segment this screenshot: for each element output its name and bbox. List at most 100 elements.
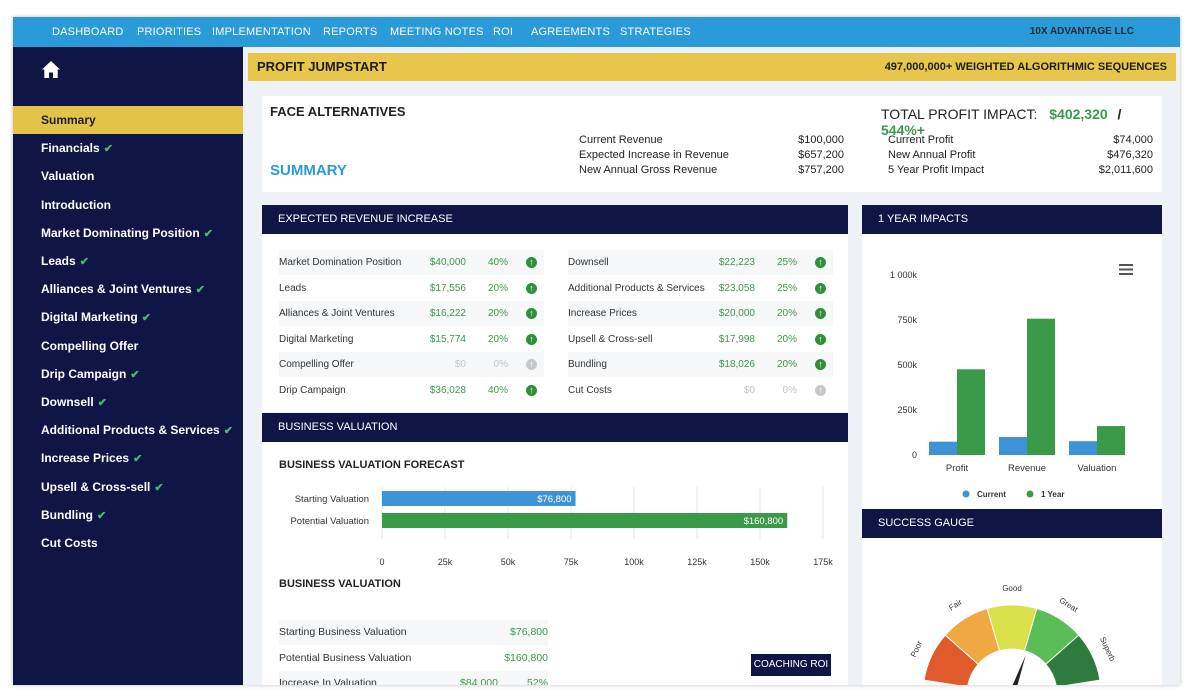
arrow-up-icon[interactable]: ↑ (815, 257, 826, 268)
legend-label: Current (977, 490, 1006, 499)
sidebar-item-label: Valuation (41, 169, 95, 184)
nav-roi[interactable]: ROI (493, 26, 514, 38)
sidebar-item-label: Compelling Offer (41, 338, 139, 353)
app-frame: DASHBOARD PRIORITIES IMPLEMENTATION REPO… (13, 17, 1180, 685)
strategy-label: Digital Marketing (279, 333, 354, 345)
strategy-value: $15,774 (429, 333, 466, 345)
strategy-percent: 0% (782, 385, 797, 396)
strategy-value: $17,556 (429, 282, 466, 294)
nav-priorities[interactable]: PRIORITIES (137, 26, 202, 38)
revenue-summary-label: New Annual Gross Revenue (579, 164, 718, 176)
sidebar-item[interactable]: Summary (13, 106, 243, 134)
valuation-row-value: $160,800 (504, 651, 548, 664)
sidebar-item-label: Market Dominating Position (41, 225, 200, 240)
gauge-label: Good (1002, 584, 1022, 593)
strategy-value: $40,000 (429, 257, 466, 268)
strategy-percent: 40% (487, 385, 508, 396)
home-icon[interactable] (41, 60, 61, 80)
forecast-bar-label: $160,800 (744, 516, 784, 527)
nav-meeting-notes[interactable]: MEETING NOTES (390, 26, 484, 38)
forecast-x-tick: 175k (813, 557, 833, 567)
expected-revenue-row: Digital Marketing $15,774 20% ↑ (279, 327, 544, 352)
sidebar-item[interactable]: Additional Products & Services ✔ (13, 416, 243, 444)
company-name: 10X ADVANTAGE LLC (1029, 26, 1134, 37)
strategy-value: $16,222 (429, 308, 466, 320)
gauge-label: Poor (909, 639, 924, 658)
strategy-value: $36,028 (429, 385, 466, 396)
sidebar-item[interactable]: Valuation (13, 162, 243, 190)
sidebar-item-label: Alliances & Joint Ventures (41, 282, 192, 297)
sidebar-item[interactable]: Bundling ✔ (13, 501, 243, 529)
sidebar-item[interactable]: Increase Prices ✔ (13, 444, 243, 472)
sidebar-item[interactable]: Leads ✔ (13, 247, 243, 275)
strategy-percent: 20% (776, 308, 797, 320)
sidebar-item[interactable]: Drip Campaign ✔ (13, 360, 243, 388)
check-icon: ✔ (154, 481, 164, 494)
arrow-up-icon[interactable]: ↑ (526, 308, 537, 320)
strategy-label: Compelling Offer (279, 359, 354, 371)
revenue-summary-value: $657,200 (798, 149, 844, 161)
sidebar-item[interactable]: Downsell ✔ (13, 388, 243, 416)
forecast-x-tick: 0 (379, 557, 384, 567)
forecast-bar (382, 513, 788, 528)
impact-y-tick: 750k (897, 315, 917, 325)
forecast-category-label: Starting Valuation (295, 494, 369, 505)
check-icon: ✔ (130, 368, 140, 381)
sidebar-item-label: Drip Campaign (41, 366, 127, 381)
nav-reports[interactable]: REPORTS (323, 26, 378, 38)
check-icon: ✔ (96, 509, 107, 522)
check-icon: ✔ (141, 312, 151, 325)
strategy-percent: 20% (776, 333, 797, 345)
strategy-value: $22,223 (718, 257, 755, 268)
valuation-row-label: Increase In Valuation (279, 677, 377, 685)
arrow-up-icon[interactable]: ↑ (526, 385, 537, 396)
sidebar-item[interactable]: Compelling Offer (13, 332, 243, 360)
sidebar-item-label: Digital Marketing (41, 310, 138, 325)
arrow-up-icon[interactable]: ↑ (526, 257, 537, 268)
sidebar-item[interactable]: Upsell & Cross-sell ✔ (13, 473, 243, 501)
strategy-percent: 20% (776, 359, 797, 371)
arrow-up-icon[interactable]: ↑ (815, 282, 826, 294)
sidebar-item[interactable]: Introduction (13, 191, 243, 219)
nav-dashboard[interactable]: DASHBOARD (52, 26, 124, 38)
forecast-bar (382, 491, 576, 506)
arrow-up-icon[interactable]: ↑ (526, 333, 537, 345)
profit-summary-value: $476,320 (1107, 149, 1153, 161)
arrow-up-icon[interactable]: ↑ (815, 308, 826, 320)
nav-implementation[interactable]: IMPLEMENTATION (212, 26, 311, 38)
strategy-label: Drip Campaign (279, 385, 346, 396)
coaching-roi-button[interactable]: COACHING ROI (751, 654, 831, 676)
arrow-up-icon[interactable]: ↑ (815, 359, 826, 371)
revenue-summary-label: Current Revenue (579, 134, 663, 146)
strategy-value: $20,000 (718, 308, 755, 320)
nav-agreements[interactable]: AGREEMENTS (531, 26, 611, 38)
legend-marker (962, 490, 970, 498)
expected-revenue-row: Drip Campaign $36,028 40% ↑ (279, 378, 544, 403)
impact-bar (999, 437, 1027, 455)
arrow-up-icon[interactable]: ↑ (526, 282, 537, 294)
hamburger-menu-icon[interactable] (1119, 264, 1133, 275)
sidebar-item[interactable]: Cut Costs (13, 529, 243, 557)
sidebar-item[interactable]: Digital Marketing ✔ (13, 303, 243, 331)
total-profit-impact: TOTAL PROFIT IMPACT: $402,320 / 544%+ (881, 106, 1162, 138)
strategy-label: Upsell & Cross-sell (568, 333, 653, 345)
valuation-row-label: Starting Business Valuation (279, 626, 407, 638)
business-valuation-title: BUSINESS VALUATION (262, 413, 848, 442)
nav-strategies[interactable]: STRATEGIES (620, 26, 691, 38)
valuation-section-title: BUSINESS VALUATION (279, 578, 401, 590)
legend-label: 1 Year (1041, 490, 1064, 499)
page-header: PROFIT JUMPSTART 497,000,000+ WEIGHTED A… (248, 53, 1176, 81)
total-profit-label: TOTAL PROFIT IMPACT: (881, 106, 1038, 122)
sidebar-item[interactable]: Market Dominating Position ✔ (13, 219, 243, 247)
arrow-up-icon[interactable]: ↑ (815, 385, 826, 396)
sidebar-item[interactable]: Alliances & Joint Ventures ✔ (13, 275, 243, 303)
valuation-forecast-chart: 0 25k 50k 75k 100k 125k 150k 175k Starting Valua… (262, 483, 848, 583)
gauge-label: Superb (1098, 635, 1117, 663)
expected-revenue-panel: EXPECTED REVENUE INCREASE Market Dominat… (262, 205, 848, 412)
sidebar-item[interactable]: Financials ✔ (13, 134, 243, 162)
arrow-up-icon[interactable]: ↑ (526, 359, 537, 371)
strategy-percent: 25% (776, 282, 797, 294)
strategy-value: $0 (454, 359, 466, 371)
arrow-up-icon[interactable]: ↑ (815, 333, 826, 345)
success-gauge-panel: SUCCESS GAUGE Poor Fair Good Great Superb (862, 509, 1162, 685)
